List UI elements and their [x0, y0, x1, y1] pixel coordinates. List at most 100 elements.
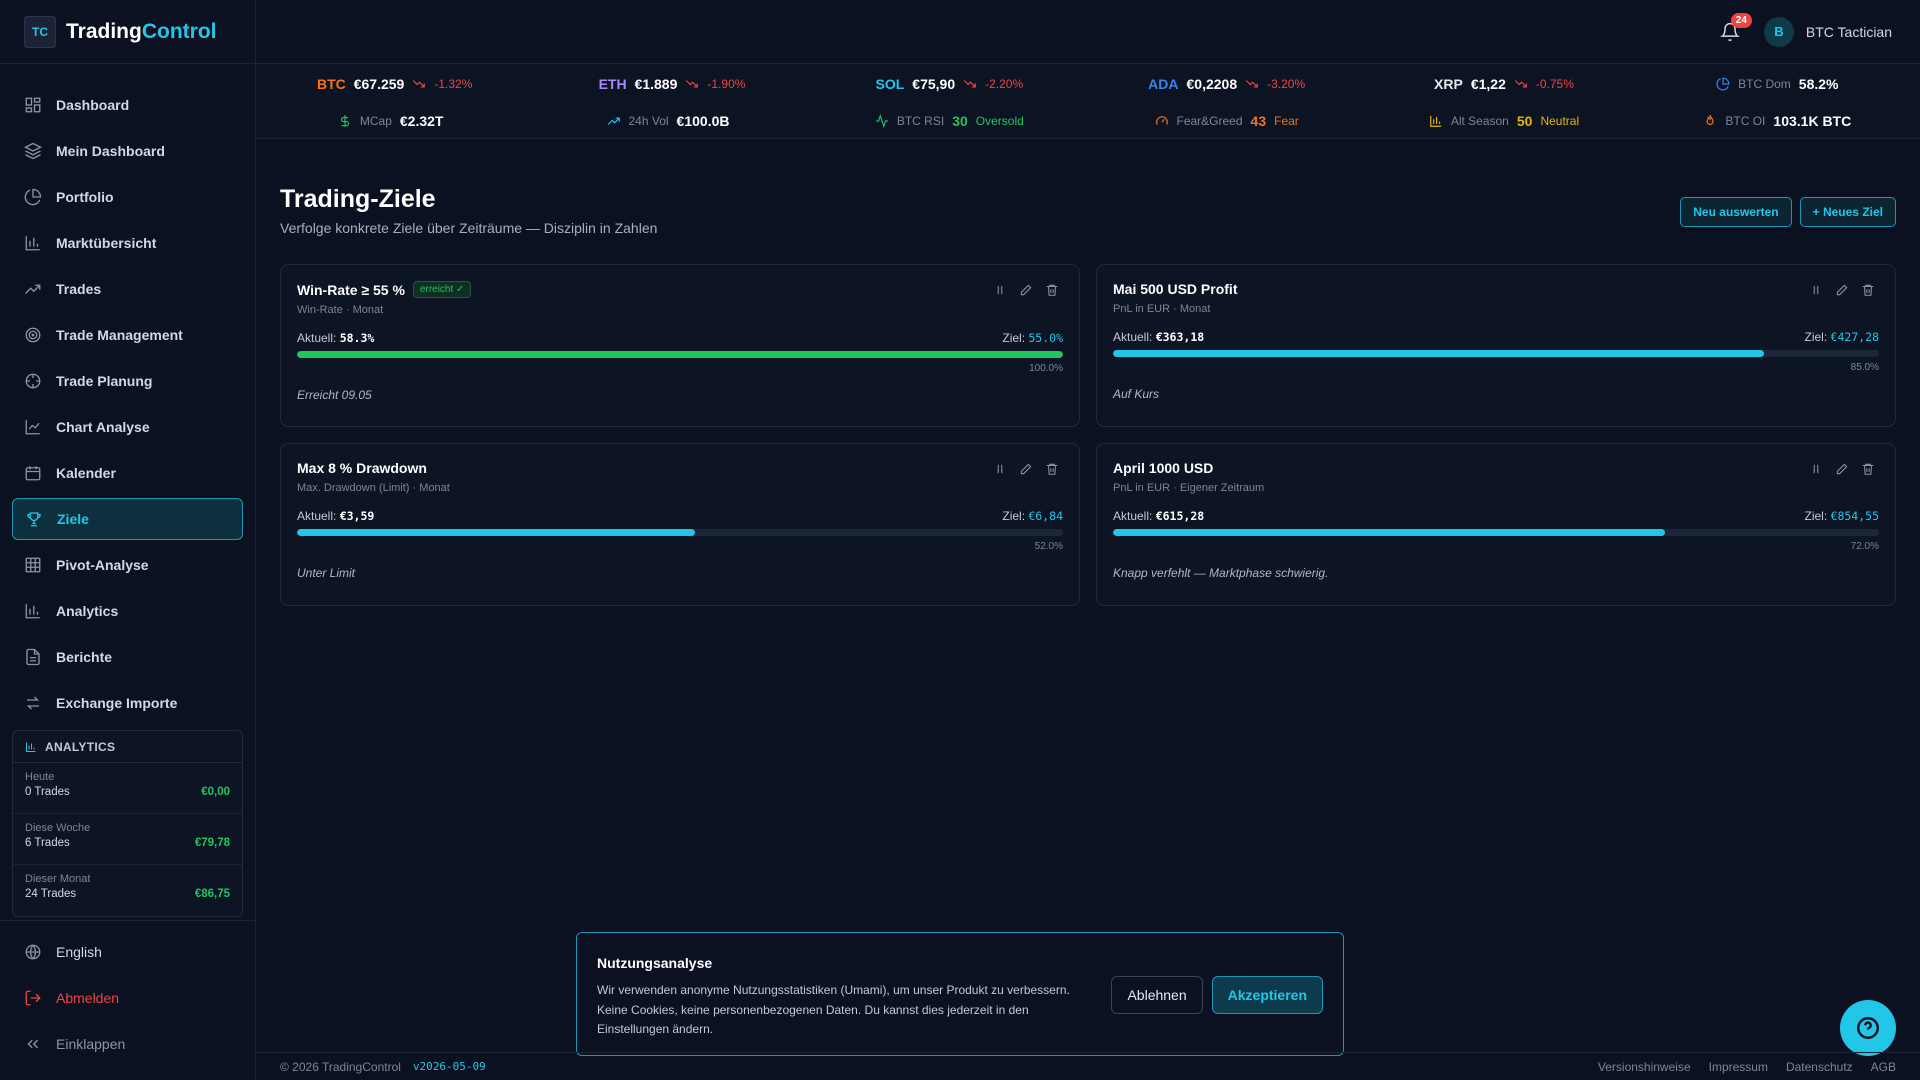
- ticker-fear-greed: Fear&Greed 43 Fear: [1088, 113, 1365, 129]
- goal-note: Unter Limit: [297, 566, 356, 580]
- ticker-label: BTC RSI: [896, 113, 945, 128]
- page-subtitle: Verfolge konkrete Ziele über Zeiträume —…: [280, 220, 658, 236]
- goal-values: Aktuell: 58.3% Ziel: 55.0%: [297, 331, 1063, 345]
- ticker-btc-dominance: BTC Dom 58.2%: [1643, 76, 1920, 92]
- nav-label: Exchange Importe: [56, 695, 178, 711]
- language-switch[interactable]: English: [12, 929, 244, 975]
- nav-item-portfolio[interactable]: Portfolio: [12, 176, 243, 218]
- ticker-price: €67.259: [353, 75, 405, 92]
- ticker-value: 58.2%: [1798, 75, 1839, 92]
- current-value: €3,59: [339, 509, 375, 523]
- grid-icon: [25, 557, 41, 573]
- language-label: English: [56, 944, 102, 960]
- pie-chart-icon: [24, 188, 42, 206]
- edit-icon[interactable]: [1835, 462, 1849, 476]
- avatar[interactable]: B: [1763, 16, 1794, 47]
- bar-chart-icon: [26, 742, 36, 752]
- ticker-value: 50: [1516, 112, 1533, 129]
- nav-label: Portfolio: [56, 189, 114, 205]
- goal-value: €6,84: [1028, 509, 1063, 523]
- ticker-eth: ETH €1.889 -1.90%: [533, 76, 810, 92]
- pause-icon[interactable]: [1809, 462, 1823, 476]
- bar-chart-icon: [25, 236, 40, 251]
- trending-down-icon: [413, 79, 426, 87]
- analytics-value: €86,75: [194, 888, 230, 900]
- pause-icon[interactable]: [993, 462, 1007, 476]
- flame-icon: [1706, 114, 1714, 125]
- logo[interactable]: TC TradingControl: [0, 0, 255, 64]
- status-badge: erreicht ✓: [412, 281, 472, 298]
- pause-icon[interactable]: [993, 283, 1007, 297]
- nav-item-berichte[interactable]: Berichte: [12, 636, 243, 678]
- nav-item-trade-planung[interactable]: Trade Planung: [12, 360, 243, 402]
- goal-values: Aktuell: €363,18 Ziel: €427,28: [1113, 330, 1879, 344]
- goal-subtitle: PnL in EUR · Eigener Zeitraum: [1113, 482, 1265, 494]
- ticker-volume: 24h Vol €100.0B: [533, 113, 810, 129]
- goal-card: Win-Rate ≥ 55 % erreicht ✓ Win-Rate · Mo…: [280, 264, 1080, 427]
- goal-subtitle: Win-Rate · Monat: [297, 304, 384, 316]
- ticker-symbol: ETH: [598, 75, 627, 92]
- trash-icon[interactable]: [1861, 283, 1875, 297]
- trash-icon[interactable]: [1045, 283, 1059, 297]
- line-chart-icon: [25, 420, 40, 435]
- analytics-trade-count: 6 Trades: [25, 837, 70, 849]
- page-actions: Neu auswerten + Neues Ziel: [1680, 197, 1896, 227]
- nav-item-pivot-analyse[interactable]: Pivot-Analyse: [12, 544, 243, 586]
- analytics-row-today: Heute 0 Trades €0,00: [13, 763, 242, 814]
- logout-button[interactable]: Abmelden: [12, 975, 244, 1021]
- footer-link-imprint[interactable]: Impressum: [1708, 1059, 1768, 1074]
- evaluate-button[interactable]: Neu auswerten: [1680, 197, 1792, 227]
- ticker-tag: Neutral: [1540, 113, 1580, 128]
- bar-chart-icon: [1429, 115, 1442, 127]
- nav-item-chart-analyse[interactable]: Chart Analyse: [12, 406, 243, 448]
- arrows-swap-icon: [26, 696, 40, 710]
- nav-item-analytics[interactable]: Analytics: [12, 590, 243, 632]
- footer-link-terms[interactable]: AGB: [1870, 1059, 1896, 1074]
- decline-button[interactable]: Ablehnen: [1111, 976, 1203, 1014]
- analytics-row-label: Dieser Monat: [25, 873, 91, 885]
- ticker-btc-oi: BTC OI 103.1K BTC: [1643, 113, 1920, 129]
- nav-item-trades[interactable]: Trades: [12, 268, 243, 310]
- layers-icon: [24, 142, 42, 160]
- collapse-sidebar-button[interactable]: Einklappen: [12, 1021, 244, 1067]
- footer-link-release-notes[interactable]: Versionshinweise: [1597, 1059, 1691, 1074]
- goal-title: April 1000 USD: [1113, 460, 1214, 476]
- footer-link-privacy[interactable]: Datenschutz: [1785, 1059, 1853, 1074]
- edit-icon[interactable]: [1019, 462, 1033, 476]
- progress-fill: [297, 529, 696, 536]
- target-icon: [25, 327, 41, 343]
- goal-note: Auf Kurs: [1113, 387, 1160, 401]
- progress-bar: [1113, 529, 1879, 536]
- ticker-label: 24h Vol: [628, 113, 669, 128]
- help-button[interactable]: [1840, 1000, 1896, 1056]
- ticker-price: €1,22: [1470, 75, 1506, 92]
- edit-icon[interactable]: [1835, 283, 1849, 297]
- nav-item-mein-dashboard[interactable]: Mein Dashboard: [12, 130, 243, 172]
- nav-item-marktuebersicht[interactable]: Marktübersicht: [12, 222, 243, 264]
- nav-item-kalender[interactable]: Kalender: [12, 452, 243, 494]
- user-name[interactable]: BTC Tactician: [1805, 23, 1892, 40]
- goal-card: Mai 500 USD Profit PnL in EUR · Monat Ak…: [1096, 264, 1896, 427]
- nav-item-ziele[interactable]: Ziele: [12, 498, 243, 540]
- progress-bar: [297, 529, 1063, 536]
- new-goal-button[interactable]: + Neues Ziel: [1799, 197, 1896, 227]
- analytics-widget: ANALYTICS Heute 0 Trades €0,00 Diese Woch…: [12, 730, 243, 917]
- notifications-button[interactable]: 24: [1716, 12, 1752, 46]
- nav-item-trade-management[interactable]: Trade Management: [12, 314, 243, 356]
- ticker-row-metrics: MCap €2.32T 24h Vol €100.0B BTC RSI 30 O…: [256, 102, 1920, 139]
- pause-icon[interactable]: [1809, 283, 1823, 297]
- nav-item-exchange-importe[interactable]: Exchange Importe: [12, 682, 243, 724]
- edit-icon[interactable]: [1019, 283, 1033, 297]
- analytics-row-week: Diese Woche 6 Trades €79,78: [13, 814, 242, 865]
- nav-item-dashboard[interactable]: Dashboard: [12, 84, 243, 126]
- goal-values: Aktuell: €615,28 Ziel: €854,55: [1113, 509, 1879, 523]
- trash-icon[interactable]: [1861, 462, 1875, 476]
- notification-count-badge: 24: [1730, 12, 1752, 28]
- nav-label: Marktübersicht: [56, 235, 157, 251]
- goal-actions: [993, 283, 1059, 297]
- accept-button[interactable]: Akzeptieren: [1211, 976, 1323, 1014]
- progress-percent: 52.0%: [1034, 541, 1063, 552]
- analytics-value: €79,78: [194, 837, 230, 849]
- trash-icon[interactable]: [1045, 462, 1059, 476]
- nav-label: Mein Dashboard: [56, 143, 165, 159]
